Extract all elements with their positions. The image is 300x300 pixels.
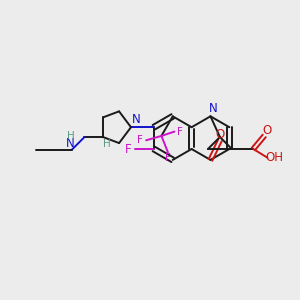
Text: OH: OH (266, 151, 284, 164)
Text: O: O (262, 124, 272, 137)
Text: F: F (125, 142, 132, 155)
Text: F: F (165, 153, 171, 163)
Text: H: H (103, 139, 111, 149)
Text: H: H (67, 131, 74, 141)
Text: N: N (209, 102, 218, 115)
Text: F: F (137, 135, 143, 145)
Text: F: F (178, 127, 183, 136)
Text: N: N (132, 113, 140, 126)
Text: N: N (66, 136, 75, 150)
Text: O: O (215, 128, 225, 141)
